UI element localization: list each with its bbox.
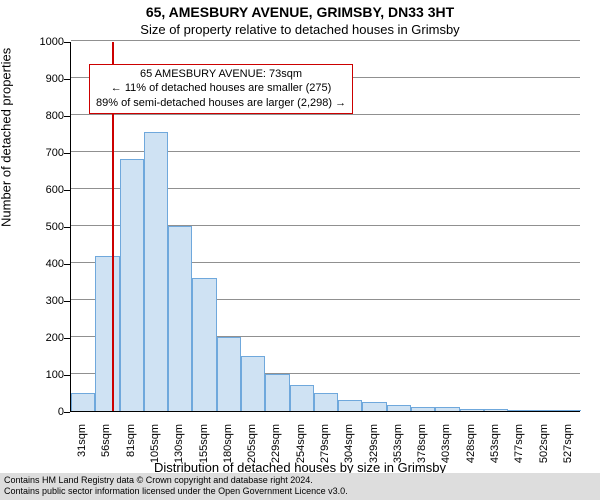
annotation-box: 65 AMESBURY AVENUE: 73sqm ← 11% of detac… [89,64,353,114]
annotation-smaller: ← 11% of detached houses are smaller (27… [96,81,346,95]
y-tick-label: 400 [24,258,64,270]
histogram-bar [95,256,119,411]
y-tick-label: 500 [24,221,64,233]
y-tick-label: 200 [24,332,64,344]
histogram-bar [120,159,144,411]
histogram-bar [290,385,314,411]
y-tick-label: 700 [24,147,64,159]
y-tick-label: 1000 [24,36,64,48]
y-tick-label: 800 [24,110,64,122]
chart-subtitle: Size of property relative to detached ho… [0,22,600,37]
histogram-bar [192,278,216,411]
histogram-bar [362,402,386,411]
annotation-label: 65 AMESBURY AVENUE: 73sqm [96,67,346,81]
footer-line1: Contains HM Land Registry data © Crown c… [4,475,596,486]
histogram-bar [484,409,508,411]
histogram-bar [557,410,581,411]
footer-attribution: Contains HM Land Registry data © Crown c… [0,473,600,500]
histogram-bar [265,374,289,411]
annotation-larger: 89% of semi-detached houses are larger (… [96,96,346,110]
histogram-bar [532,410,556,411]
histogram-bar [71,393,95,412]
histogram-bar [168,226,192,411]
page-title: 65, AMESBURY AVENUE, GRIMSBY, DN33 3HT [0,4,600,20]
footer-line2: Contains public sector information licen… [4,486,596,497]
y-tick-mark [64,412,70,413]
histogram-bar [338,400,362,411]
y-tick-label: 900 [24,73,64,85]
y-axis-label: Number of detached properties [0,48,14,227]
y-tick-label: 300 [24,295,64,307]
gridline [71,40,580,41]
histogram-bar [508,410,532,411]
gridline [71,114,580,115]
histogram-bar [314,393,338,412]
histogram-bar [411,407,435,411]
histogram-bar [435,407,459,411]
histogram-bar [460,409,484,411]
histogram-bar [241,356,265,412]
y-tick-label: 100 [24,369,64,381]
y-tick-label: 0 [24,406,64,418]
y-tick-label: 600 [24,184,64,196]
histogram-bar [387,405,411,411]
histogram-bar [144,132,168,411]
chart-plot-area: 65 AMESBURY AVENUE: 73sqm ← 11% of detac… [70,42,580,412]
histogram-bar [217,337,241,411]
